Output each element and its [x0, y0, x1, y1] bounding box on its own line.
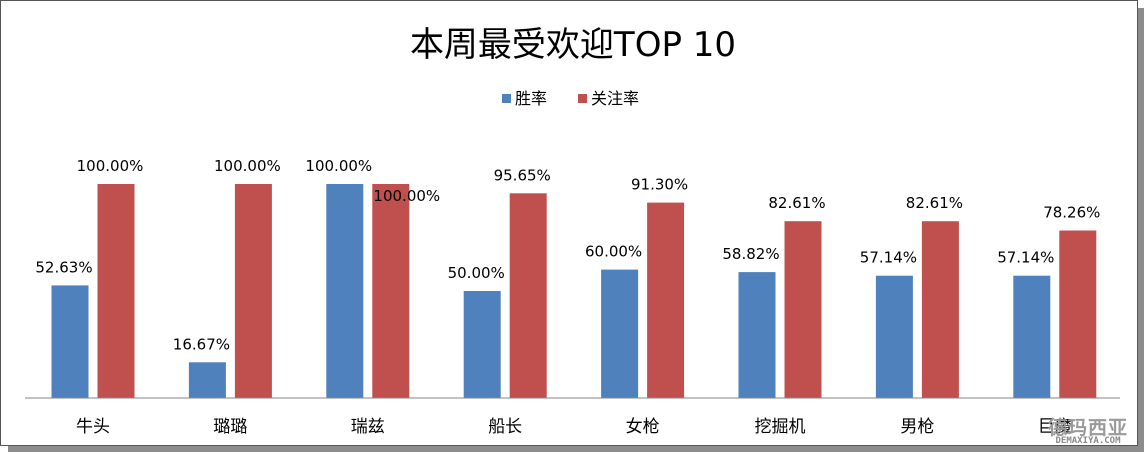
bar-win-rate-1 — [188, 362, 226, 398]
category-label-1: 璐璐 — [213, 417, 247, 437]
legend-label-win-rate: 胜率 — [515, 89, 547, 108]
bars-group — [51, 184, 1097, 398]
data-label-win-rate-4: 60.00% — [585, 243, 642, 261]
bar-win-rate-3 — [463, 291, 501, 398]
data-label-attention-rate-6: 82.61% — [906, 194, 963, 212]
category-labels-group: 牛头 璐璐 瑞兹 船长 女枪 挖掘机 男枪 巨魔 — [76, 417, 1072, 437]
data-label-win-rate-0: 52.63% — [35, 258, 92, 276]
bar-win-rate-6 — [875, 275, 913, 398]
data-label-win-rate-6: 57.14% — [860, 249, 917, 267]
data-label-attention-rate-1: 100.00% — [214, 157, 281, 175]
watermark-logo: 德玛西亚 DEMAXIYA.COM — [1038, 411, 1138, 449]
data-label-win-rate-1: 16.67% — [173, 335, 230, 353]
category-label-6: 男枪 — [900, 417, 934, 437]
watermark-text: 德玛西亚 — [1047, 417, 1128, 439]
category-label-3: 船长 — [488, 417, 522, 437]
bar-win-rate-4 — [601, 269, 639, 398]
data-label-attention-rate-2: 100.00% — [373, 187, 440, 205]
data-label-attention-rate-4: 91.30% — [631, 176, 688, 194]
data-label-attention-rate-7: 78.26% — [1043, 204, 1100, 222]
bar-win-rate-2 — [326, 184, 364, 398]
frame-shadow-bottom — [8, 446, 1144, 452]
legend-label-attention-rate: 关注率 — [591, 89, 639, 108]
category-label-2: 瑞兹 — [351, 417, 385, 437]
bar-attention-rate-3 — [509, 193, 547, 398]
bar-attention-rate-1 — [234, 184, 272, 398]
chart-title: 本周最受欢迎TOP 10 — [410, 25, 736, 65]
category-label-5: 挖掘机 — [755, 417, 806, 437]
watermark-url: DEMAXIYA.COM — [1055, 436, 1121, 446]
data-label-attention-rate-3: 95.65% — [494, 166, 551, 184]
frame-shadow-right — [1138, 8, 1144, 448]
bar-win-rate-7 — [1013, 275, 1051, 398]
data-label-attention-rate-5: 82.61% — [768, 194, 825, 212]
category-label-0: 牛头 — [76, 417, 110, 437]
legend-swatch-attention-rate — [578, 94, 587, 103]
bar-attention-rate-0 — [97, 184, 135, 398]
legend: 胜率 关注率 — [502, 89, 639, 108]
data-labels-group: 52.63%100.00%16.67%100.00% 100.00%100.00%… — [35, 157, 1100, 353]
data-label-win-rate-3: 50.00% — [448, 264, 505, 282]
data-label-win-rate-7: 57.14% — [997, 249, 1054, 267]
bar-win-rate-5 — [738, 272, 776, 398]
data-label-attention-rate-0: 100.00% — [77, 157, 144, 175]
category-label-7: 巨魔 — [1038, 417, 1072, 437]
bar-attention-rate-7 — [1059, 230, 1097, 398]
bar-attention-rate-5 — [784, 221, 822, 398]
category-label-4: 女枪 — [626, 417, 660, 437]
data-label-win-rate-2: 100.00% — [305, 157, 372, 175]
bar-attention-rate-2 — [372, 184, 410, 398]
data-label-win-rate-5: 58.82% — [722, 245, 779, 263]
legend-swatch-win-rate — [502, 94, 511, 103]
bar-attention-rate-4 — [647, 202, 685, 398]
bar-attention-rate-6 — [921, 221, 959, 398]
bar-win-rate-0 — [51, 285, 89, 398]
